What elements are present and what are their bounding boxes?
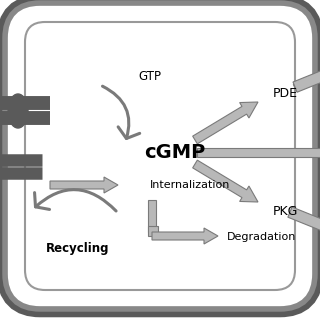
FancyArrow shape — [293, 70, 320, 92]
Bar — [293, 69, 320, 92]
FancyBboxPatch shape — [25, 22, 295, 290]
Text: GTP: GTP — [138, 69, 161, 83]
FancyArrow shape — [50, 177, 118, 193]
Text: PKG: PKG — [273, 204, 298, 218]
Bar — [288, 207, 320, 230]
Ellipse shape — [8, 94, 28, 128]
Bar — [148, 226, 158, 236]
FancyArrow shape — [197, 148, 320, 156]
Text: Degradation: Degradation — [227, 232, 297, 242]
FancyArrow shape — [193, 102, 258, 144]
FancyArrow shape — [193, 160, 258, 202]
FancyBboxPatch shape — [12, 10, 308, 302]
Text: Internalization: Internalization — [150, 180, 230, 190]
Text: PDE: PDE — [273, 86, 298, 100]
Text: cGMP: cGMP — [144, 142, 206, 162]
Text: Recycling: Recycling — [46, 242, 110, 254]
FancyArrow shape — [152, 228, 218, 244]
FancyArrow shape — [148, 200, 156, 232]
